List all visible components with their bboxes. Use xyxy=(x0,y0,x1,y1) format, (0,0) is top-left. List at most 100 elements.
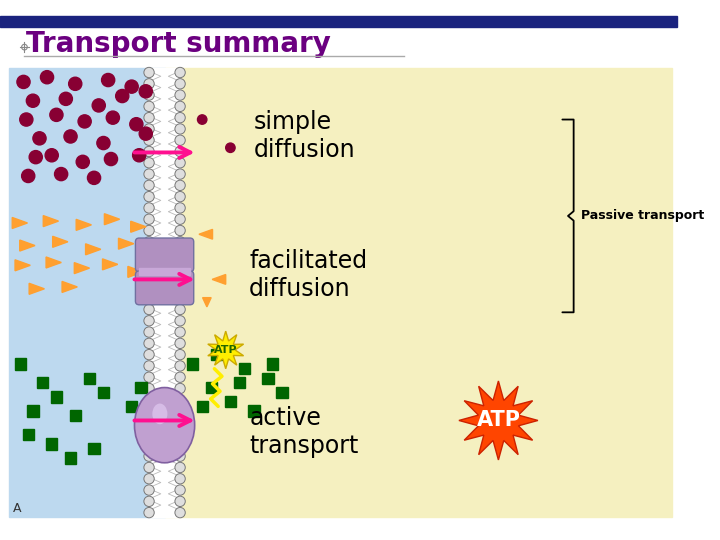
Circle shape xyxy=(55,167,68,181)
Circle shape xyxy=(17,76,30,89)
Circle shape xyxy=(144,259,154,269)
Polygon shape xyxy=(119,238,134,249)
Polygon shape xyxy=(128,266,143,278)
Circle shape xyxy=(144,112,154,123)
Polygon shape xyxy=(62,281,77,293)
Circle shape xyxy=(59,92,73,105)
Bar xyxy=(89,443,99,454)
Circle shape xyxy=(144,90,154,100)
Polygon shape xyxy=(53,237,68,247)
Polygon shape xyxy=(104,214,120,225)
Bar xyxy=(126,401,138,412)
Bar xyxy=(165,68,672,517)
Circle shape xyxy=(144,361,154,371)
Circle shape xyxy=(175,395,185,405)
Circle shape xyxy=(175,440,185,450)
Circle shape xyxy=(225,143,235,152)
Circle shape xyxy=(175,202,185,213)
Circle shape xyxy=(130,118,143,131)
Circle shape xyxy=(175,68,185,78)
Circle shape xyxy=(76,156,89,168)
Circle shape xyxy=(175,361,185,371)
Text: simple
diffusion: simple diffusion xyxy=(254,110,356,162)
Circle shape xyxy=(175,383,185,394)
Bar xyxy=(206,382,217,393)
Circle shape xyxy=(144,428,154,439)
Bar xyxy=(37,377,48,388)
Circle shape xyxy=(175,169,185,179)
Bar xyxy=(262,373,274,384)
Polygon shape xyxy=(12,218,27,228)
Circle shape xyxy=(175,417,185,428)
Circle shape xyxy=(144,372,154,382)
Circle shape xyxy=(144,406,154,416)
Circle shape xyxy=(175,406,185,416)
Circle shape xyxy=(144,282,154,292)
Polygon shape xyxy=(212,274,225,284)
Circle shape xyxy=(139,85,153,98)
Circle shape xyxy=(87,171,101,185)
Circle shape xyxy=(144,305,154,315)
Circle shape xyxy=(144,315,154,326)
Circle shape xyxy=(125,80,138,93)
Circle shape xyxy=(175,282,185,292)
Circle shape xyxy=(175,237,185,247)
Circle shape xyxy=(97,137,110,150)
Polygon shape xyxy=(19,240,35,251)
Circle shape xyxy=(175,496,185,507)
Circle shape xyxy=(144,169,154,179)
Ellipse shape xyxy=(135,388,194,463)
Circle shape xyxy=(144,417,154,428)
Circle shape xyxy=(144,79,154,89)
Bar xyxy=(135,382,147,393)
Bar xyxy=(27,406,39,417)
Circle shape xyxy=(144,508,154,518)
Polygon shape xyxy=(86,244,101,255)
Circle shape xyxy=(64,130,77,143)
Polygon shape xyxy=(76,219,91,231)
Bar xyxy=(70,410,81,421)
Circle shape xyxy=(144,202,154,213)
Bar xyxy=(84,373,95,384)
Bar xyxy=(140,434,151,445)
Circle shape xyxy=(144,180,154,191)
Circle shape xyxy=(175,338,185,348)
Polygon shape xyxy=(15,260,30,271)
Ellipse shape xyxy=(153,403,167,424)
Circle shape xyxy=(144,327,154,338)
Circle shape xyxy=(144,485,154,495)
Circle shape xyxy=(22,170,35,183)
Circle shape xyxy=(144,293,154,303)
Circle shape xyxy=(68,77,82,90)
Circle shape xyxy=(144,135,154,145)
Circle shape xyxy=(175,112,185,123)
Circle shape xyxy=(144,383,154,394)
Circle shape xyxy=(175,101,185,112)
Circle shape xyxy=(144,158,154,168)
Circle shape xyxy=(175,462,185,472)
Polygon shape xyxy=(199,230,212,239)
Bar xyxy=(51,392,62,403)
Circle shape xyxy=(144,271,154,281)
Bar xyxy=(225,396,236,407)
Bar xyxy=(22,429,34,440)
Circle shape xyxy=(144,146,154,157)
Circle shape xyxy=(144,101,154,112)
Polygon shape xyxy=(46,257,61,268)
Circle shape xyxy=(175,90,185,100)
Bar xyxy=(239,363,250,374)
Polygon shape xyxy=(43,215,58,227)
Circle shape xyxy=(175,158,185,168)
Circle shape xyxy=(175,508,185,518)
Circle shape xyxy=(33,132,46,145)
Circle shape xyxy=(144,451,154,461)
Circle shape xyxy=(175,259,185,269)
Circle shape xyxy=(92,99,105,112)
Circle shape xyxy=(144,338,154,348)
Circle shape xyxy=(175,180,185,191)
Circle shape xyxy=(197,115,207,124)
Circle shape xyxy=(144,124,154,134)
Bar xyxy=(0,16,677,28)
Text: facilitated
diffusion: facilitated diffusion xyxy=(249,249,367,301)
Circle shape xyxy=(132,148,145,162)
